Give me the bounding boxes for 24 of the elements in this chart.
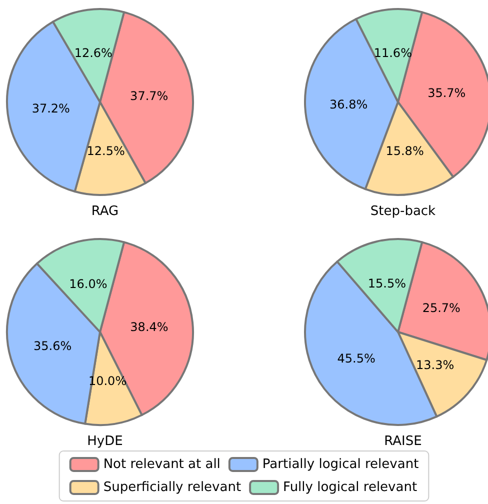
data-label: 35.7%	[428, 86, 466, 100]
data-label: 12.6%	[74, 46, 112, 60]
data-label: 12.5%	[86, 144, 125, 158]
slice-label: Step-back	[370, 204, 436, 219]
slice-label: RAG	[91, 204, 119, 219]
data-label: 10.0%	[88, 374, 127, 388]
legend-label: Not relevant at all	[103, 457, 220, 472]
legend-label: Superficially relevant	[103, 480, 242, 495]
slice-label: RAISE	[384, 434, 422, 449]
slice-label: HyDE	[87, 434, 123, 449]
data-label: 35.6%	[34, 339, 72, 354]
legend-label: Partially logical relevant	[262, 457, 419, 472]
data-label: 11.6%	[374, 46, 412, 60]
data-label: 25.7%	[422, 301, 460, 316]
data-label: 37.7%	[130, 88, 168, 103]
data-label: 37.2%	[32, 101, 70, 116]
data-label: 15.8%	[386, 144, 424, 158]
data-label: 16.0%	[69, 276, 108, 291]
data-label: 13.3%	[416, 358, 454, 372]
data-label: 15.5%	[368, 276, 406, 291]
data-label: 45.5%	[337, 352, 376, 366]
data-label: 36.8%	[330, 98, 368, 112]
legend-label: Fully logical relevant	[283, 480, 418, 495]
data-label: 38.4%	[130, 320, 168, 334]
